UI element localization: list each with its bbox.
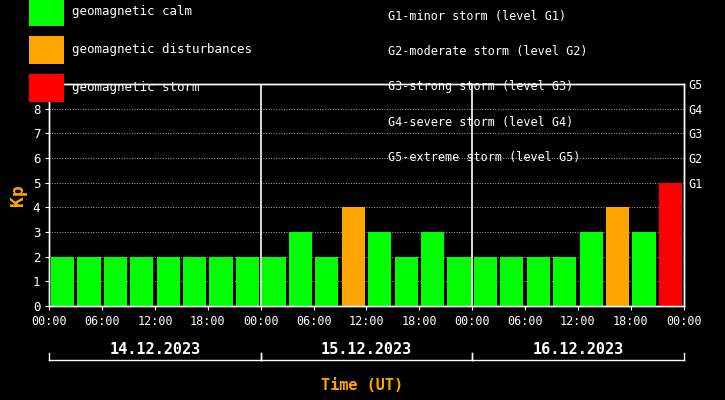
Bar [368, 232, 392, 306]
Bar [579, 232, 602, 306]
Bar [500, 257, 523, 306]
Bar [474, 257, 497, 306]
Text: 15.12.2023: 15.12.2023 [321, 342, 412, 358]
Bar [104, 257, 127, 306]
Text: G2-moderate storm (level G2): G2-moderate storm (level G2) [388, 45, 587, 58]
Bar [606, 207, 629, 306]
Bar [447, 257, 471, 306]
Bar [315, 257, 339, 306]
Text: 14.12.2023: 14.12.2023 [109, 342, 201, 358]
Text: geomagnetic disturbances: geomagnetic disturbances [72, 44, 252, 56]
Y-axis label: Kp: Kp [9, 184, 28, 206]
Text: Time (UT): Time (UT) [321, 378, 404, 393]
Text: geomagnetic storm: geomagnetic storm [72, 82, 200, 94]
Bar [183, 257, 207, 306]
Bar [421, 232, 444, 306]
Bar [78, 257, 101, 306]
Bar [553, 257, 576, 306]
Bar [130, 257, 154, 306]
Text: 16.12.2023: 16.12.2023 [532, 342, 624, 358]
Bar [659, 183, 682, 306]
Bar [632, 232, 655, 306]
Bar [262, 257, 286, 306]
Text: G1-minor storm (level G1): G1-minor storm (level G1) [388, 10, 566, 23]
Bar [526, 257, 550, 306]
Bar [289, 232, 312, 306]
Text: geomagnetic calm: geomagnetic calm [72, 6, 193, 18]
Bar [210, 257, 233, 306]
Bar [341, 207, 365, 306]
Text: G3-strong storm (level G3): G3-strong storm (level G3) [388, 80, 573, 94]
Text: G4-severe storm (level G4): G4-severe storm (level G4) [388, 116, 573, 129]
Bar [394, 257, 418, 306]
Bar [51, 257, 74, 306]
Text: G5-extreme storm (level G5): G5-extreme storm (level G5) [388, 151, 580, 164]
Bar [157, 257, 180, 306]
Bar [236, 257, 259, 306]
